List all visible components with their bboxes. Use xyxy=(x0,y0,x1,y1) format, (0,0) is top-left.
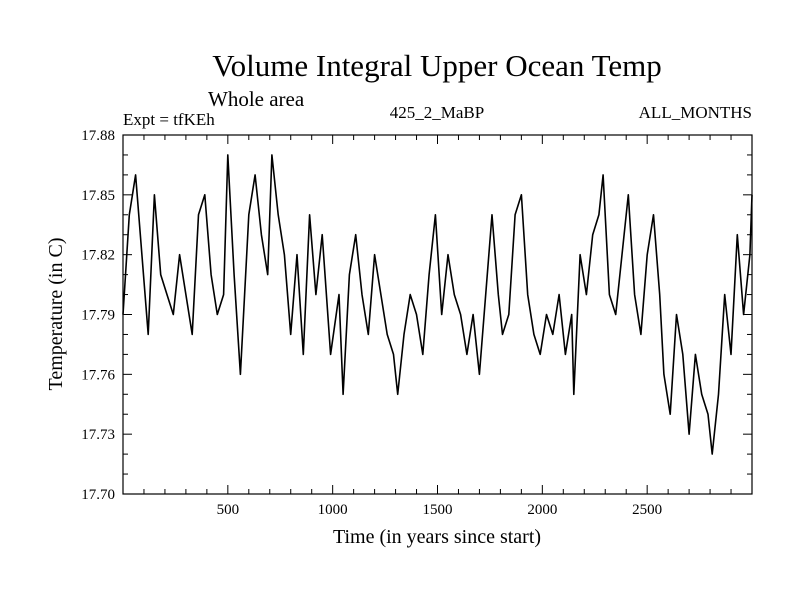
plot-area xyxy=(122,154,753,455)
y-axis-title: Temperature (in C) xyxy=(45,238,67,391)
y-tick-label: 17.76 xyxy=(81,367,115,383)
series-line-0 xyxy=(122,154,753,455)
y-tick-label: 17.79 xyxy=(81,308,115,324)
chart-title: Volume Integral Upper Ocean Temp xyxy=(212,48,662,83)
y-tick-label: 17.70 xyxy=(81,487,115,503)
x-tick-label: 500 xyxy=(217,502,240,518)
x-tick-label: 1000 xyxy=(318,502,348,518)
y-tick-label: 17.73 xyxy=(81,427,115,443)
chart-subtitle: Whole area xyxy=(208,87,305,111)
y-tick-label: 17.85 xyxy=(81,188,115,204)
x-tick-label: 2500 xyxy=(632,502,662,518)
x-tick-label: 1500 xyxy=(423,502,453,518)
experiment-label: Expt = tfKEh xyxy=(123,110,215,129)
x-tick-label: 2000 xyxy=(527,502,557,518)
axes: 500 1000 1500 2000 2500 17.70 17.73 17.76 17.79 1… xyxy=(81,128,753,518)
y-tick-label: 17.88 xyxy=(81,128,115,144)
y-tick-label: 17.82 xyxy=(81,248,115,264)
run-label: 425_2_MaBP xyxy=(390,103,484,122)
x-axis-title: Time (in years since start) xyxy=(333,526,541,548)
months-label: ALL_MONTHS xyxy=(639,103,752,122)
